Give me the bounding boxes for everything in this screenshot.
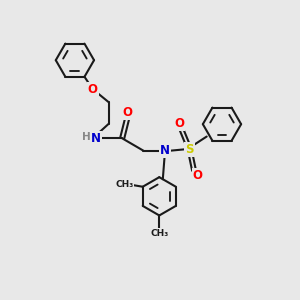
Text: O: O [88,82,98,96]
Text: O: O [122,106,133,119]
Text: O: O [174,117,184,130]
Text: CH₃: CH₃ [150,229,168,238]
Text: N: N [91,132,101,145]
Text: S: S [185,143,194,156]
Text: CH₃: CH₃ [115,180,134,189]
Text: N: N [160,144,170,157]
Text: H: H [82,132,91,142]
Text: O: O [193,169,202,182]
